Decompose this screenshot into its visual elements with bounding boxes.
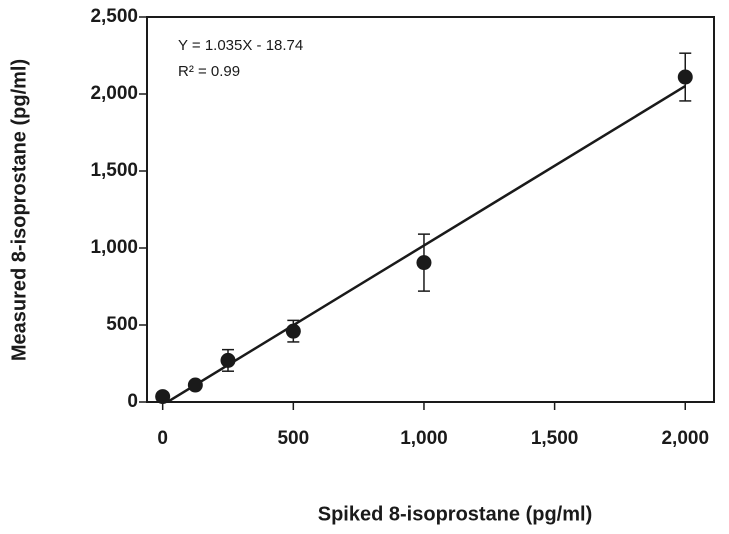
x-tick-label: 0 (157, 428, 168, 449)
point (155, 389, 171, 405)
point (285, 323, 301, 339)
point (677, 69, 693, 85)
plot-area (165, 52, 692, 402)
x-tick-label: 500 (277, 428, 309, 449)
y-axis-label: Measured 8-isoprostane (pg/ml) (8, 59, 30, 361)
annotation: R² = 0.99 (178, 63, 240, 80)
y-tick-label: 2,500 (90, 6, 138, 27)
x-tick-label: 2,000 (661, 428, 709, 449)
annotation: Y = 1.035X - 18.74 (178, 37, 303, 54)
point (416, 255, 432, 271)
x-tick-label: 1,500 (531, 428, 579, 449)
plot-frame (146, 16, 715, 403)
point (187, 377, 203, 393)
point (220, 352, 236, 368)
y-tick-label: 0 (127, 391, 138, 412)
x-axis-label: Spiked 8-isoprostane (pg/ml) (318, 503, 592, 525)
y-tick-label: 500 (106, 314, 138, 335)
y-tick-label: 1,000 (90, 237, 138, 258)
y-tick-label: 2,000 (90, 83, 138, 104)
y-tick-label: 1,500 (90, 160, 138, 181)
x-tick-label: 1,000 (400, 428, 448, 449)
